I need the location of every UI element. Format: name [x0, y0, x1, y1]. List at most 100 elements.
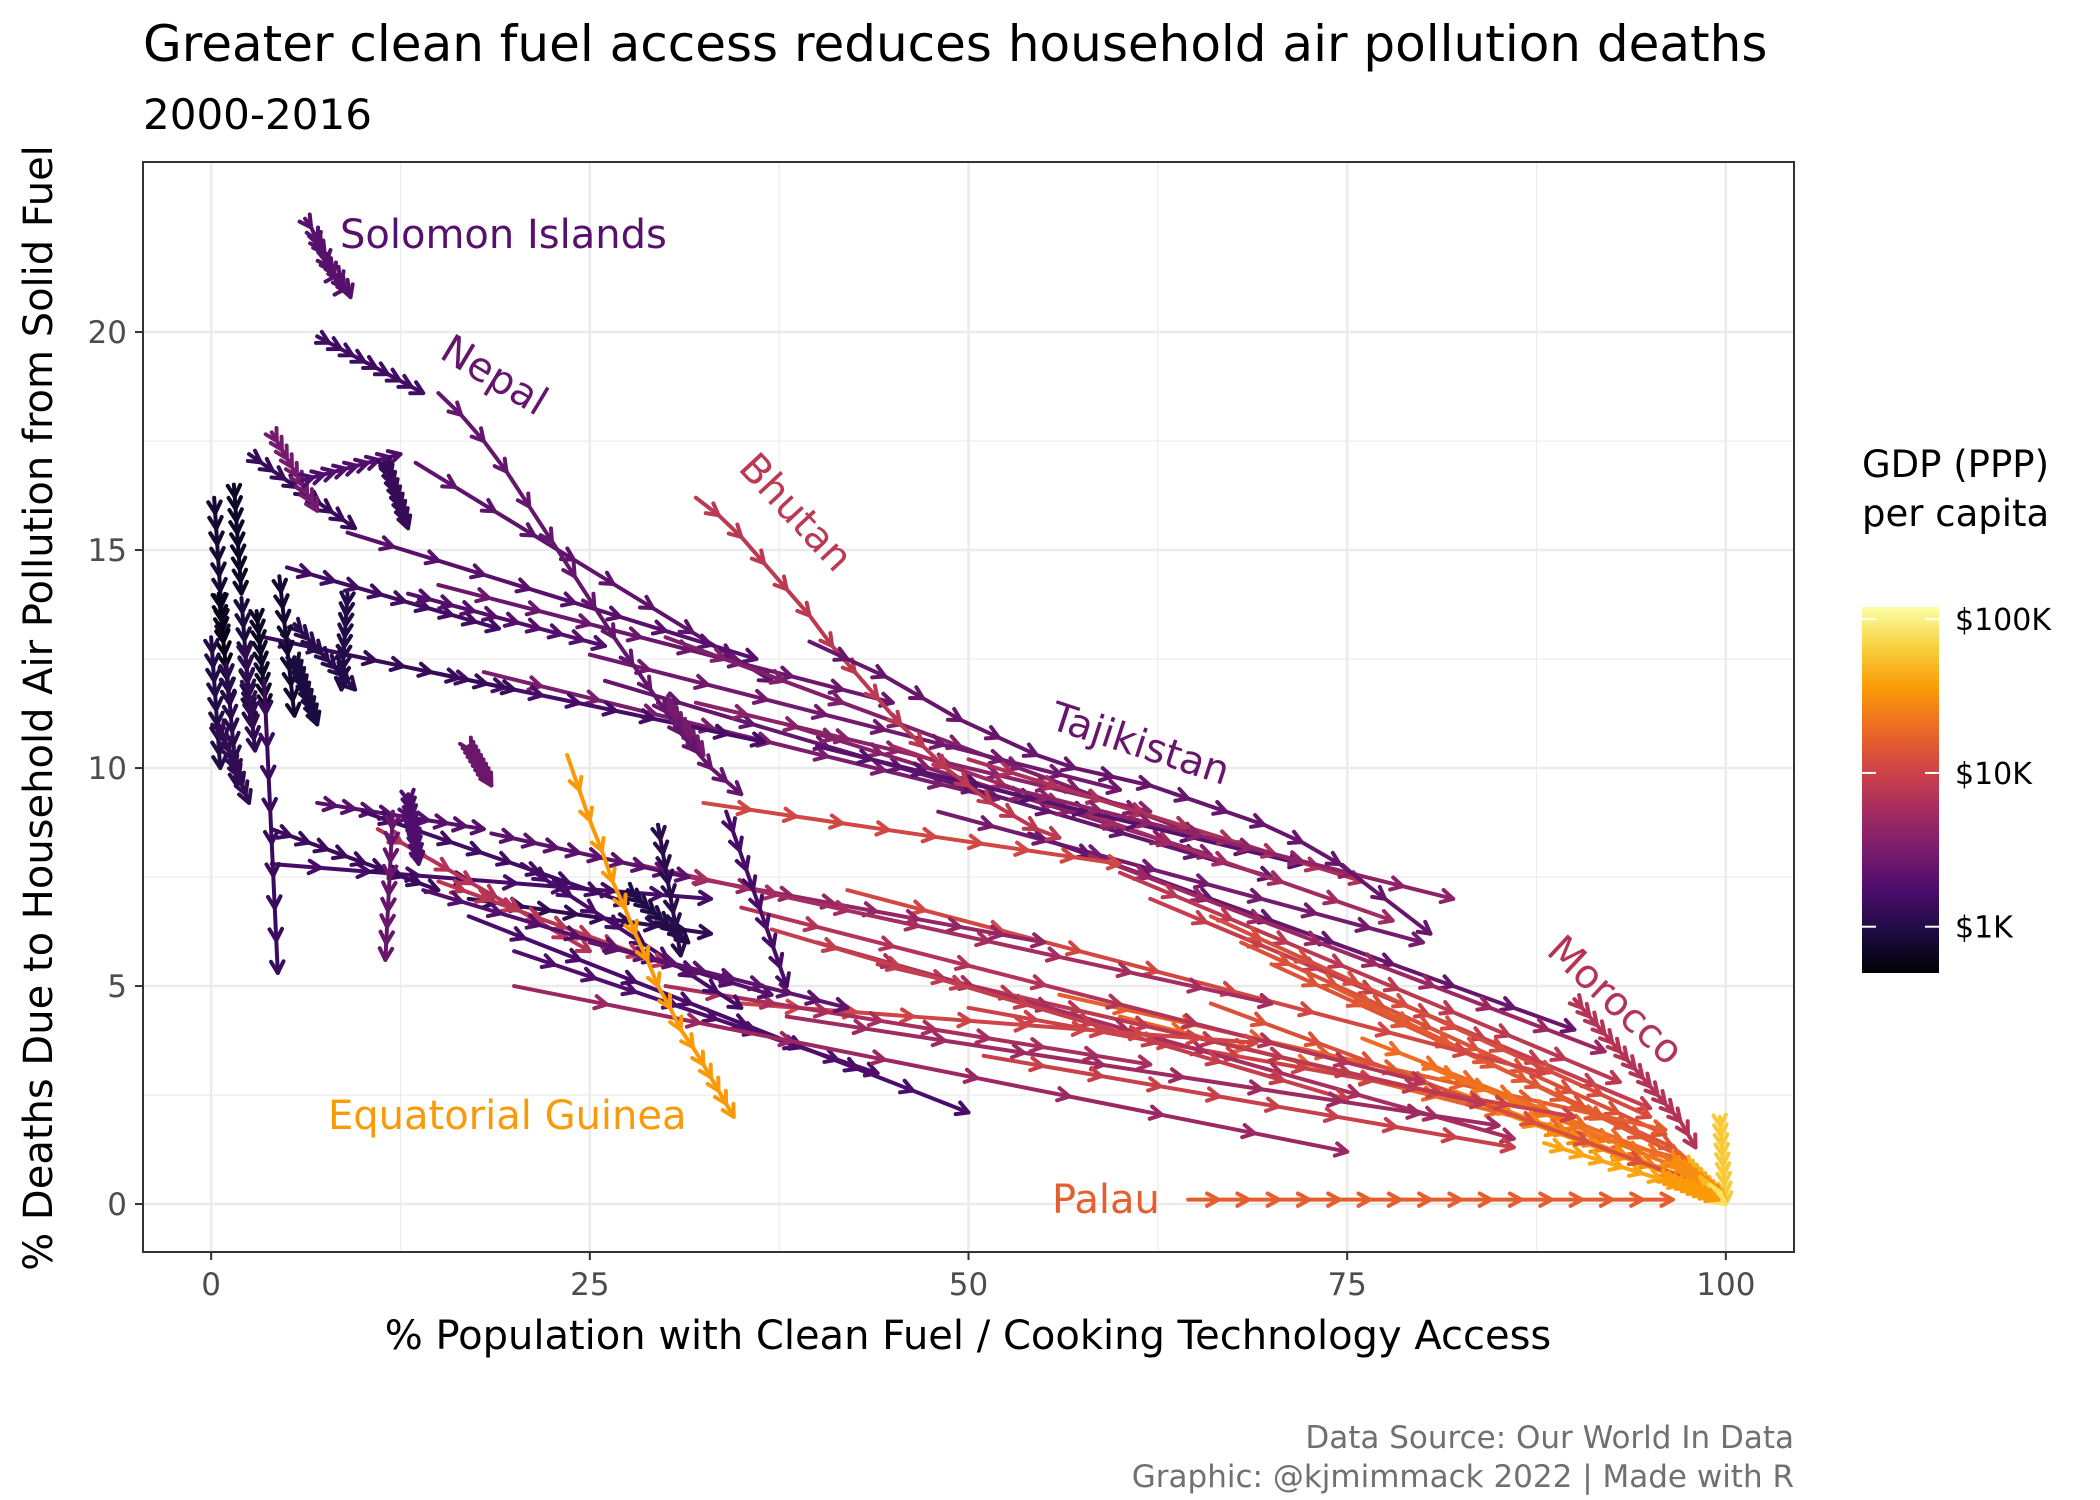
series-arrowhead [396, 513, 413, 531]
series-segment [610, 879, 627, 910]
y-tick-label: 0 [107, 1187, 127, 1223]
series-label-equatorial-guinea: Equatorial Guinea [328, 1093, 687, 1139]
series-segment [537, 609, 592, 627]
series-segment [646, 667, 710, 687]
series-segment [996, 735, 1039, 757]
series-segment [703, 877, 779, 897]
series-arrowhead [1682, 1132, 1698, 1150]
series-segment [1153, 1040, 1222, 1064]
series-segment [1101, 1063, 1185, 1080]
series-segment [1208, 896, 1274, 923]
series-segment [566, 880, 601, 896]
series-segment [1198, 833, 1254, 851]
series-segment [401, 664, 433, 675]
series-segment [422, 854, 451, 872]
series-segment [1313, 911, 1372, 930]
series-arrowhead [237, 788, 253, 805]
plot-panel: Solomon IslandsNepalBhutanTajikistanMoro… [142, 161, 1795, 1253]
x-tick-label: 75 [1327, 1267, 1366, 1303]
series-segment [1203, 920, 1264, 948]
series-segment [1358, 1002, 1408, 1028]
series-segment [466, 914, 527, 941]
series-arrowhead [574, 938, 592, 954]
series-segment [611, 581, 655, 611]
chart-subtitle: 2000-2016 [143, 90, 372, 139]
series-arrowhead [1650, 1119, 1668, 1136]
series-segment [789, 674, 845, 692]
series-segment [630, 661, 653, 692]
series-segment [1193, 1021, 1274, 1046]
series-segment [1451, 1010, 1511, 1038]
series-segment [1484, 1059, 1528, 1083]
series-segment [572, 574, 597, 609]
country-series [1087, 853, 1607, 1056]
x-axis-title: % Population with Clean Fuel / Cooking T… [385, 1313, 1552, 1359]
series-segment [705, 682, 769, 702]
country-series [1656, 1168, 1721, 1204]
series-segment [481, 572, 532, 591]
country-series-palau [1186, 1191, 1675, 1208]
legend-colorbar [1862, 607, 1939, 973]
series-segment [1198, 985, 1274, 1006]
series-segment [863, 1026, 947, 1043]
country-series [284, 563, 501, 634]
series-segment [478, 850, 512, 865]
series-segment [1407, 1021, 1451, 1045]
series-arrowhead [862, 1061, 880, 1078]
series-segment [1387, 1030, 1469, 1055]
series-segment [592, 909, 622, 930]
series-segment [825, 1010, 883, 1023]
series-arrowhead [726, 780, 744, 797]
series-arrowhead [1659, 1191, 1675, 1208]
series-segment [875, 696, 903, 727]
series-segment [1368, 1002, 1412, 1026]
y-tick-label: 10 [88, 751, 127, 787]
series-segment [1338, 1099, 1422, 1116]
series-segment [966, 963, 1047, 988]
series-segment [1257, 936, 1311, 963]
country-series [203, 635, 228, 771]
series-segment [941, 742, 1005, 762]
series-arrowhead [1468, 1093, 1486, 1110]
series-segment [1180, 1075, 1264, 1092]
series-segment [459, 412, 486, 444]
country-series-tajikistan [807, 639, 1433, 936]
series-segment [714, 1016, 759, 1035]
series-segment [1158, 1084, 1222, 1099]
series-segment [663, 635, 727, 662]
series-segment [1481, 1036, 1542, 1064]
series-segment [1117, 1002, 1198, 1026]
series-segment [1148, 821, 1203, 838]
series-segment [771, 1001, 830, 1015]
series-segment [577, 787, 592, 823]
series-segment [759, 984, 793, 996]
series-segment [981, 1053, 1045, 1068]
series-segment [481, 670, 544, 689]
series-segment [1097, 808, 1153, 826]
series-segment [958, 718, 1001, 740]
series-segment [897, 965, 966, 989]
series-segment [1040, 1063, 1104, 1079]
series-arrowhead [499, 679, 517, 696]
series-segment [612, 635, 635, 666]
legend-tick-label: $1K [1955, 911, 2014, 946]
series-segment [274, 938, 280, 975]
series-segment [789, 1039, 887, 1062]
series-arrowhead [1105, 778, 1122, 796]
series-arrowhead [305, 709, 322, 727]
series-segment [974, 1076, 1072, 1099]
series-segment [492, 509, 537, 538]
series-segment [461, 888, 491, 902]
series-segment [702, 969, 735, 981]
series-segment [747, 807, 798, 819]
series-segment [1286, 961, 1338, 988]
series-segment [1212, 1039, 1284, 1060]
series-segment [1350, 871, 1405, 889]
series-segment [979, 841, 1030, 853]
series-segment [1144, 875, 1207, 901]
country-series-solomon-islands [297, 212, 355, 300]
series-segment [764, 697, 828, 717]
series-segment [663, 628, 714, 647]
series-segment [784, 587, 812, 618]
series-segment [946, 763, 1006, 787]
